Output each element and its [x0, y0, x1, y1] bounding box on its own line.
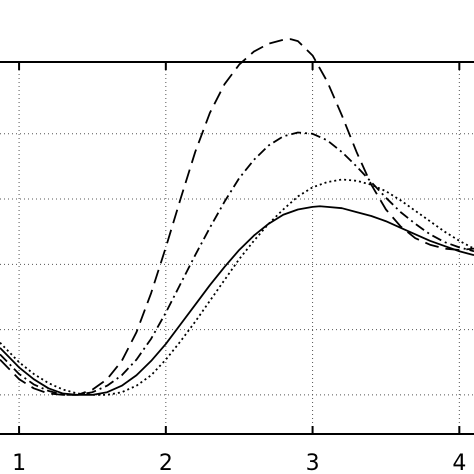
- x-axis-ticks: [18, 62, 461, 434]
- x-tick-label: 4: [452, 451, 466, 474]
- series-lines: [0, 38, 474, 396]
- series-line-dotted: [0, 178, 474, 396]
- grid-lines: [0, 62, 474, 434]
- plot-frame: [0, 61, 474, 435]
- x-tick-label: 2: [159, 451, 173, 474]
- x-tick-label: 3: [306, 451, 320, 474]
- series-line-solid: [0, 205, 474, 396]
- x-axis-tick-labels: 1 2 3 4: [12, 451, 466, 474]
- series-line-dash-dot: [0, 131, 474, 396]
- x-tick-label: 1: [12, 451, 26, 474]
- series-line-dashed: [0, 38, 474, 396]
